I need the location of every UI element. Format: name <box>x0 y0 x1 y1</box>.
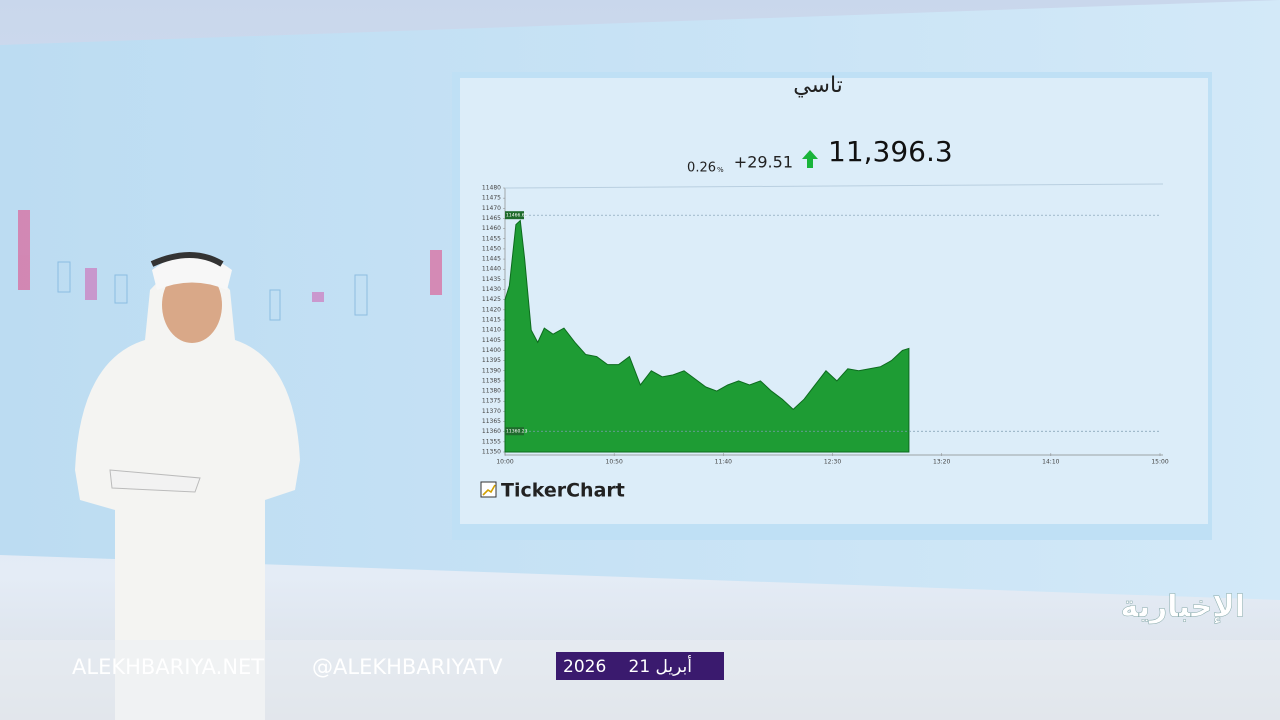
price-marker-box <box>505 427 524 436</box>
y-tick-label: 11400 <box>482 347 501 354</box>
x-tick-label: 13:20 <box>933 459 950 466</box>
price-marker-label: 11360.23 <box>506 429 528 435</box>
y-tick-label: 11410 <box>482 327 501 334</box>
y-tick-label: 11480 <box>482 185 501 192</box>
chart-title: تاسي <box>793 73 843 98</box>
y-tick-label: 11435 <box>482 276 501 283</box>
y-tick-label: 11370 <box>482 408 501 415</box>
y-tick-label: 11375 <box>482 398 501 405</box>
y-tick-label: 11350 <box>482 449 501 456</box>
y-tick-label: 11455 <box>482 235 501 242</box>
y-tick-label: 11360 <box>482 428 501 435</box>
area <box>504 219 910 453</box>
y-tick-label: 11420 <box>482 306 501 313</box>
y-tick-label: 11355 <box>482 438 501 445</box>
x-tick-label: 10:00 <box>496 459 513 466</box>
date-day: 21 أبريل <box>629 655 693 677</box>
y-tick-label: 11465 <box>482 215 501 222</box>
y-tick-label: 11390 <box>482 367 501 374</box>
y-tick-label: 11425 <box>482 296 501 303</box>
y-tick-label: 11380 <box>482 388 501 395</box>
y-tick-label: 11460 <box>482 225 501 232</box>
brand: TickerChart <box>501 480 625 502</box>
frame-line <box>504 183 1164 189</box>
x-tick-label: 15:00 <box>1151 459 1168 466</box>
x-tick-label: 14:10 <box>1042 459 1059 466</box>
presenter <box>75 252 300 720</box>
y-tick-label: 11440 <box>482 266 501 273</box>
y-tick-label: 11405 <box>482 337 501 344</box>
price-marker-box <box>505 211 524 220</box>
brand-icon-line <box>482 484 496 496</box>
y-tick-label: 11450 <box>482 245 501 252</box>
channel-logo: الإخبارية <box>1121 590 1245 625</box>
y-tick-label: 11385 <box>482 377 501 384</box>
y-tick-label: 11395 <box>482 357 501 364</box>
x-tick-label: 12:30 <box>824 459 841 466</box>
date-box <box>556 652 724 680</box>
change-percent: 0.26 <box>687 161 716 176</box>
date-year: 2026 <box>563 657 606 677</box>
background-candles <box>18 210 442 321</box>
percent-sign: % <box>717 166 724 174</box>
y-tick-label: 11430 <box>482 286 501 293</box>
change: +29.51 <box>734 153 793 172</box>
price-marker-label: 11466.61 <box>506 213 528 219</box>
y-tick-label: 11365 <box>482 418 501 425</box>
price: 11,396.3 <box>828 135 953 168</box>
x-tick-label: 11:40 <box>715 459 732 466</box>
y-tick-label: 11445 <box>482 256 501 263</box>
y-tick-label: 11470 <box>482 205 501 212</box>
x-tick-label: 10:50 <box>606 459 623 466</box>
y-tick-label: 11475 <box>482 195 501 202</box>
twitter: @ALEKHBARIYATV <box>312 655 503 679</box>
up-arrow <box>802 150 818 168</box>
website: ALEKHBARIYA.NET <box>72 655 264 679</box>
y-tick-label: 11415 <box>482 317 501 324</box>
